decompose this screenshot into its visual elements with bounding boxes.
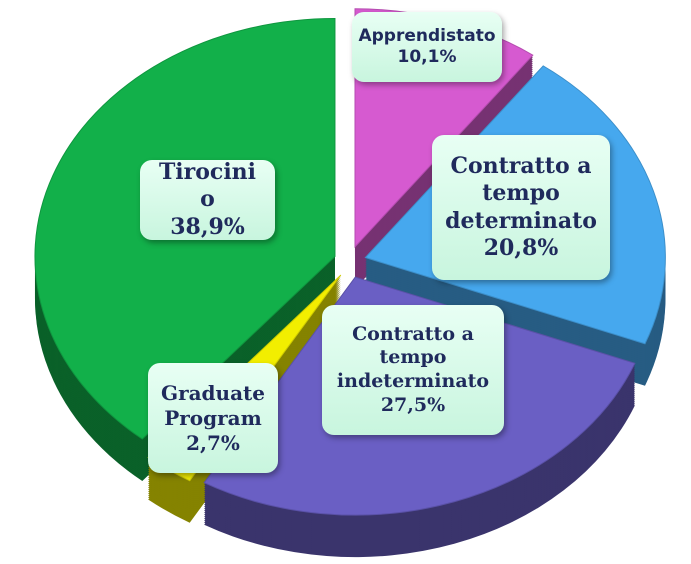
category-name: Graduate Program bbox=[160, 380, 266, 430]
value-label: 20,8% bbox=[483, 235, 559, 261]
category-name: Apprendistato bbox=[358, 25, 496, 46]
slice-label: Contratto a tempo determinato 20,8% bbox=[432, 135, 610, 280]
slice-label: Tirocini o 38,9% bbox=[140, 158, 275, 240]
value-label: 2,7% bbox=[186, 430, 240, 455]
slice-label: Apprendistato 10,1% bbox=[352, 12, 502, 82]
value-label: 27,5% bbox=[380, 393, 446, 416]
slice-label: Graduate Program 2,7% bbox=[148, 363, 278, 473]
category-name: Contratto a tempo indeterminato bbox=[336, 322, 490, 393]
value-label: 38,9% bbox=[170, 213, 245, 240]
category-name: Tirocini o bbox=[158, 158, 257, 213]
slice-group bbox=[34, 18, 336, 481]
slice-label: Contratto a tempo indeterminato 27,5% bbox=[322, 305, 504, 435]
value-label: 10,1% bbox=[397, 47, 457, 67]
category-name: Contratto a tempo determinato bbox=[445, 152, 597, 234]
